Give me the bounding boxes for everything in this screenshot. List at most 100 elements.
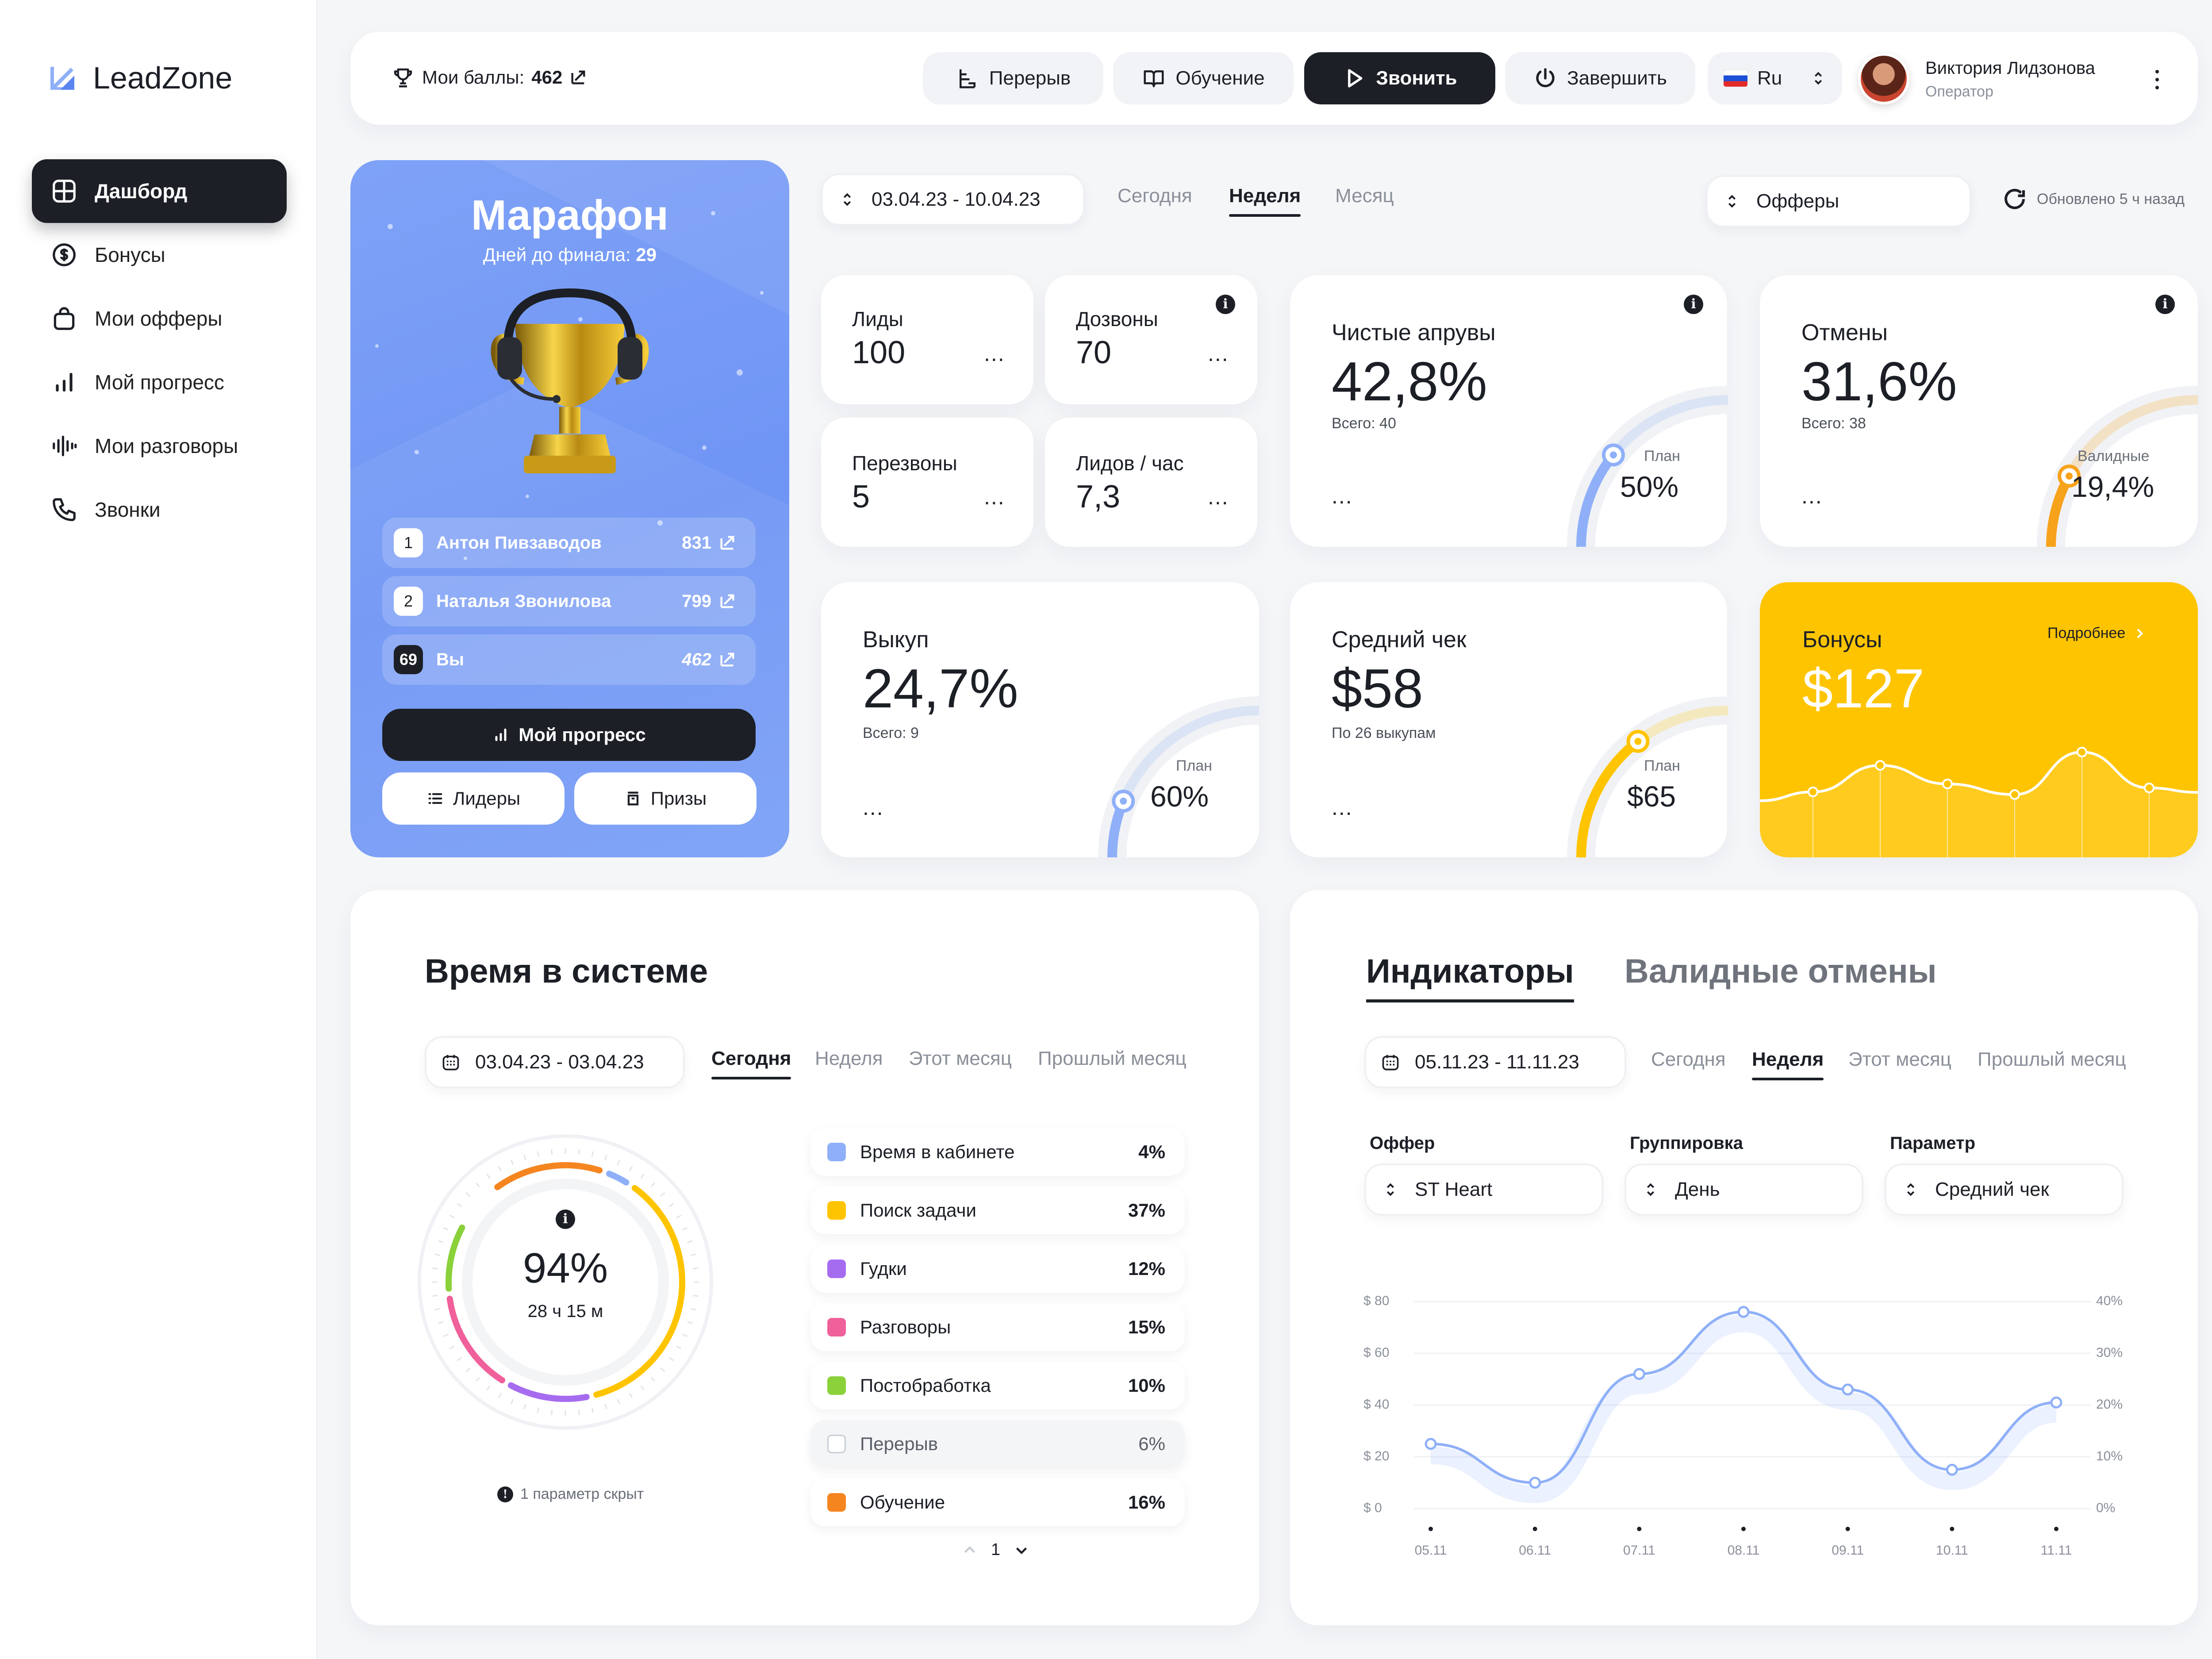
y-axis-right-tick: 30% [2096, 1345, 2123, 1360]
tab-today[interactable]: Сегодня [1118, 185, 1192, 207]
tab-week[interactable]: Неделя [1229, 185, 1301, 217]
stat-card-leads-per-hour[interactable]: Лидов / час 7,3 ... [1045, 418, 1257, 547]
x-axis-tick-label: 08.11 [1727, 1543, 1760, 1558]
legend-percent: 12% [1128, 1258, 1165, 1279]
kpi-total: По 26 выкупам [1332, 725, 1436, 741]
more-dots[interactable]: ... [1801, 484, 1823, 508]
tab-today[interactable]: Сегодня [1651, 1048, 1726, 1070]
leader-row[interactable]: 1 Антон Пивзаводов 831 [382, 518, 756, 568]
tab-last-month[interactable]: Прошлый месяц [1978, 1048, 2126, 1070]
tab-valid-cancels[interactable]: Валидные отмены [1624, 952, 1937, 990]
x-axis-tick [1532, 1527, 1537, 1531]
chevron-up-icon[interactable] [962, 1542, 978, 1558]
legend-row[interactable]: Поиск задачи 37% [810, 1187, 1185, 1234]
training-button[interactable]: Обучение [1113, 52, 1294, 104]
bonuses-card[interactable]: Бонусы Подробнее $127 [1760, 582, 2198, 857]
sidebar: LeadZone Дашборд Бонусы Мои офферы Мой п… [0, 0, 318, 1659]
parameter-select[interactable]: Средний чек [1885, 1164, 2124, 1216]
kpi-card-avg-check[interactable]: Средний чек $58 По 26 выкупам ... План $… [1290, 582, 1728, 857]
trend-area [1760, 752, 2198, 857]
finish-button[interactable]: Завершить [1505, 52, 1695, 104]
legend-swatch[interactable] [827, 1435, 846, 1453]
x-axis-tick-label: 07.11 [1623, 1543, 1655, 1558]
info-icon[interactable]: i [1216, 295, 1235, 314]
stat-card-leads[interactable]: Лиды 100 ... [821, 275, 1033, 404]
sort-arrows-icon [1386, 1183, 1394, 1196]
info-icon[interactable]: i [1684, 295, 1703, 314]
legend-name: Постобработка [860, 1375, 991, 1396]
legend-row[interactable]: Разговоры 15% [810, 1303, 1185, 1351]
legend-swatch[interactable] [827, 1260, 846, 1278]
logo[interactable]: LeadZone [47, 60, 232, 96]
bonuses-more-link[interactable]: Подробнее [2047, 625, 2147, 642]
indicators-date-select[interactable]: 05.11.23 - 11.11.23 [1364, 1036, 1626, 1088]
kpi-card-approvals[interactable]: Чистые апрувы 42,8% Всего: 40 ... i План… [1290, 275, 1728, 547]
info-icon[interactable]: i [556, 1210, 575, 1229]
more-dots[interactable]: ... [863, 795, 884, 820]
more-dots[interactable]: ... [1208, 341, 1229, 366]
plan-value: $65 [1627, 780, 1676, 813]
leader-row-self[interactable]: 69 Вы 462 [382, 634, 756, 685]
legend-row[interactable]: Перерыв 6% [810, 1420, 1185, 1468]
sidebar-item-conversations[interactable]: Мои разговоры [32, 414, 287, 478]
sidebar-item-dashboard[interactable]: Дашборд [32, 159, 287, 223]
prizes-button[interactable]: Призы [574, 772, 757, 825]
donut-inner-ring [462, 1179, 669, 1386]
legend-swatch[interactable] [827, 1143, 846, 1161]
offer-select[interactable]: ST Heart [1364, 1164, 1603, 1216]
kpi-card-buyout[interactable]: Выкуп 24,7% Всего: 9 ... План 60% [821, 582, 1259, 857]
tab-week[interactable]: Неделя [1752, 1048, 1824, 1080]
offers-select[interactable]: Офферы [1706, 175, 1971, 227]
legend-row[interactable]: Гудки 12% [810, 1245, 1185, 1293]
chevron-down-icon[interactable] [1014, 1542, 1029, 1558]
tab-last-month[interactable]: Прошлый месяц [1038, 1048, 1187, 1069]
legend-swatch[interactable] [827, 1318, 846, 1336]
break-button[interactable]: Перерыв [923, 52, 1103, 104]
leader-name: Вы [436, 649, 465, 669]
stat-card-recalls[interactable]: Перезвоны 5 ... [821, 418, 1033, 547]
list-icon [428, 793, 442, 804]
call-button[interactable]: Звонить [1304, 52, 1495, 104]
more-dots[interactable]: ... [984, 484, 1005, 509]
group-select[interactable]: День [1624, 1164, 1863, 1216]
more-dots[interactable]: ... [984, 341, 1005, 366]
tab-month[interactable]: Месяц [1335, 185, 1394, 207]
legend-swatch[interactable] [827, 1376, 846, 1395]
info-icon[interactable]: i [2155, 295, 2175, 314]
more-vertical-icon[interactable] [2153, 67, 2162, 92]
tab-week[interactable]: Неделя [815, 1048, 883, 1069]
leader-row[interactable]: 2 Наталья Звонилова 799 [382, 576, 756, 626]
cancels-gauge [2037, 386, 2198, 547]
sidebar-item-bonuses[interactable]: Бонусы [32, 223, 287, 287]
date-range-select[interactable]: 03.04.23 - 10.04.23 [821, 173, 1085, 226]
kpi-card-cancels[interactable]: Отмены 31,6% Всего: 38 ... i Валидные 19… [1760, 275, 2198, 547]
legend-row[interactable]: Время в кабинете 4% [810, 1128, 1185, 1176]
avatar[interactable] [1858, 53, 1909, 104]
more-dots[interactable]: ... [1332, 484, 1353, 508]
y-axis-left-tick: $ 80 [1363, 1294, 1390, 1308]
tab-today[interactable]: Сегодня [711, 1048, 791, 1079]
tab-this-month[interactable]: Этот месяц [1848, 1048, 1951, 1070]
legend-swatch[interactable] [827, 1493, 846, 1512]
stat-card-dials[interactable]: Дозвоны 70 ... i [1045, 275, 1257, 404]
legend-swatch[interactable] [827, 1201, 846, 1220]
sidebar-item-progress[interactable]: Мой прогресс [32, 350, 287, 414]
leaders-button[interactable]: Лидеры [382, 772, 565, 825]
my-progress-button[interactable]: Мой прогресс [382, 709, 756, 761]
donut-tick [687, 1321, 693, 1324]
refresh-icon[interactable] [2001, 186, 2028, 212]
tab-this-month[interactable]: Этот месяц [909, 1048, 1012, 1069]
more-dots[interactable]: ... [1332, 795, 1353, 820]
donut-tick [443, 1227, 449, 1231]
sidebar-item-offers[interactable]: Мои офферы [32, 287, 287, 350]
legend-row[interactable]: Обучение 16% [810, 1479, 1185, 1526]
trend-point [1875, 760, 1886, 771]
donut-tick [629, 1166, 633, 1171]
system-time-date-select[interactable]: 03.04.23 - 03.04.23 [425, 1036, 685, 1088]
language-select[interactable]: Ru [1708, 52, 1842, 104]
donut-tick [510, 1399, 514, 1405]
legend-row[interactable]: Постобработка 10% [810, 1362, 1185, 1409]
sidebar-item-calls[interactable]: Звонки [32, 478, 287, 541]
tab-indicators[interactable]: Индикаторы [1366, 952, 1574, 1002]
more-dots[interactable]: ... [1208, 484, 1229, 509]
